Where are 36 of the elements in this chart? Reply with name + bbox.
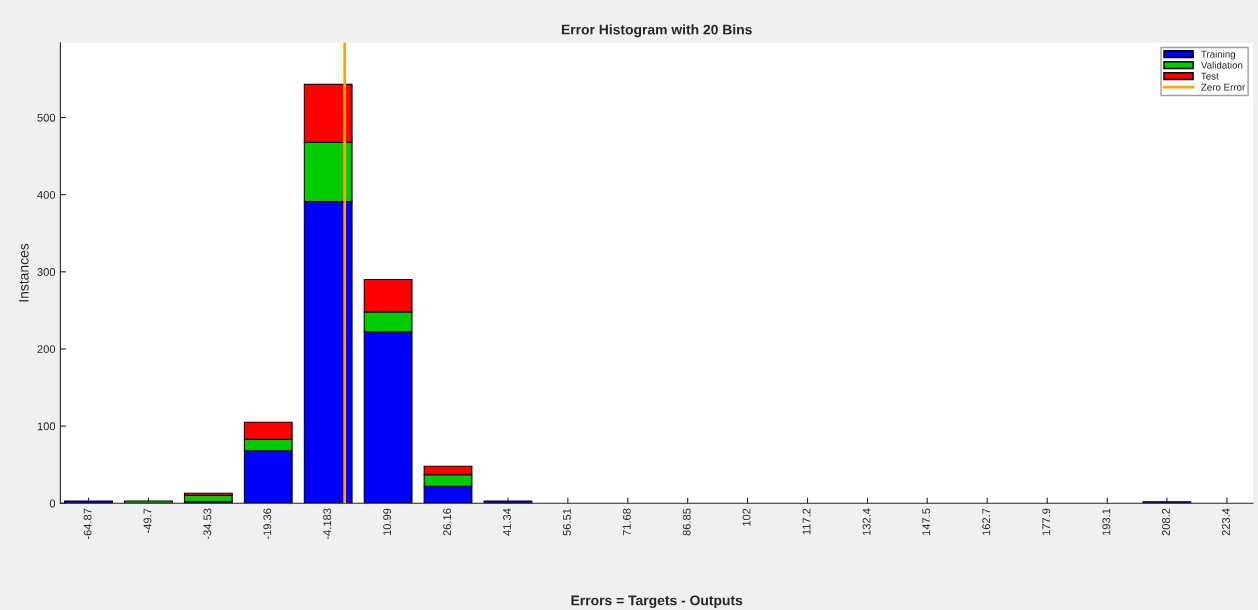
x-tick-label: -4.183	[323, 508, 332, 540]
x-tick-label: 193.1	[1102, 508, 1111, 536]
x-tick-label: 208.2	[1162, 508, 1170, 536]
bar	[483, 500, 533, 504]
legend-label: Zero Error	[1201, 83, 1246, 91]
y-tick-label: 400	[37, 190, 56, 199]
y-tick-label: 300	[37, 268, 56, 276]
y-tick-label: 0	[49, 499, 56, 508]
y-tick-label: 500	[37, 113, 56, 122]
x-tick-label: 86.85	[682, 508, 691, 536]
x-tick-label: -49.7	[143, 508, 152, 533]
x-tick-label: 41.34	[503, 508, 511, 536]
x-tick-label: 132.4	[862, 508, 871, 536]
chart-title: Error Histogram with 20 Bins	[561, 24, 752, 38]
x-tick-label: 71.68	[622, 508, 631, 536]
legend-label: Test	[1201, 72, 1219, 80]
x-axis-title: Errors = Targets - Outputs	[571, 595, 743, 609]
y-tick-label: 200	[37, 345, 56, 354]
x-tick-label: 117.2	[802, 508, 811, 535]
x-tick-label: 147.5	[922, 508, 931, 536]
legend-label: Training	[1201, 50, 1236, 60]
bar	[64, 500, 113, 504]
x-tick-label: 56.51	[562, 508, 571, 536]
x-tick-label: -64.87	[83, 508, 92, 540]
y-tick-label: 100	[37, 422, 56, 431]
legend-label: Validation	[1200, 61, 1243, 69]
x-tick-label: 26.16	[443, 508, 451, 536]
x-tick-label: 10.99	[383, 508, 392, 536]
x-tick-label: -19.36	[263, 508, 272, 540]
x-tick-label: 223.4	[1222, 508, 1230, 536]
bar	[124, 500, 173, 504]
x-tick-label: 102	[742, 508, 751, 526]
x-tick-label: 177.9	[1042, 508, 1051, 536]
y-axis-title: Instances	[18, 243, 29, 302]
x-tick-label: -34.53	[203, 508, 212, 540]
x-tick-label: 162.7	[982, 508, 991, 536]
